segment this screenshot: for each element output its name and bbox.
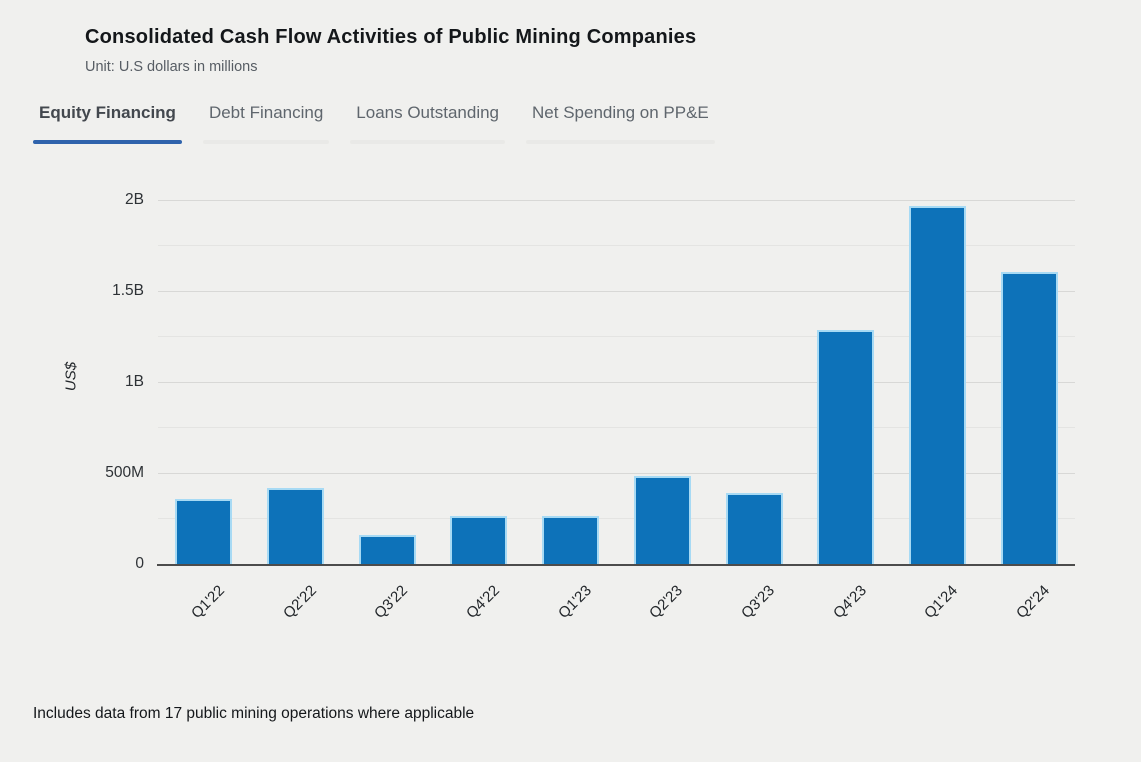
tab-debt-financing[interactable]: Debt Financing (202, 102, 330, 144)
bar-q4-23[interactable] (817, 330, 874, 564)
inactive-tab-underline (350, 140, 506, 144)
y-tick-label: 2B (125, 191, 144, 208)
bar-q2-24[interactable] (1001, 272, 1058, 564)
x-tick-label: Q4'23 (830, 582, 871, 622)
chart-title: Consolidated Cash Flow Activities of Pub… (85, 26, 697, 48)
bar-q1-23[interactable] (542, 516, 599, 564)
tab-loans-outstanding[interactable]: Loans Outstanding (350, 102, 506, 144)
x-tick-label: Q1'22 (188, 582, 229, 622)
inactive-tab-underline (526, 140, 715, 144)
tab-label: Loans Outstanding (356, 103, 500, 122)
bar-q3-23[interactable] (726, 493, 783, 564)
minor-gridline (158, 245, 1075, 246)
footnote: Includes data from 17 public mining oper… (33, 705, 475, 722)
tab-label: Equity Financing (39, 103, 176, 122)
bar-q2-22[interactable] (267, 488, 324, 564)
y-tick-label: 1B (125, 373, 144, 390)
x-tick-label: Q1'24 (921, 582, 962, 622)
bar-q1-24[interactable] (909, 206, 966, 564)
tab-label: Debt Financing (208, 103, 324, 122)
major-gridline (158, 473, 1075, 474)
x-tick-label: Q2'22 (280, 582, 321, 622)
bar-q1-22[interactable] (175, 499, 232, 564)
x-axis-line (157, 564, 1075, 566)
bar-q3-22[interactable] (359, 535, 416, 564)
tab-equity-financing[interactable]: Equity Financing (33, 102, 182, 144)
tab-label: Net Spending on PP&E (532, 103, 709, 122)
x-tick-label: Q3'22 (371, 582, 412, 622)
tab-bar: Equity Financing Debt Financing Loans Outs… (33, 102, 715, 144)
x-tick-label: Q2'23 (646, 582, 687, 622)
bar-q2-23[interactable] (634, 476, 691, 564)
y-tick-label: 1.5B (112, 282, 144, 299)
bar-q4-22[interactable] (450, 516, 507, 564)
major-gridline (158, 291, 1075, 292)
minor-gridline (158, 336, 1075, 337)
minor-gridline (158, 518, 1075, 519)
y-tick-label: 0 (135, 555, 144, 572)
x-tick-label: Q2'24 (1013, 582, 1054, 622)
major-gridline (158, 200, 1075, 201)
y-tick-label: 500M (105, 464, 144, 481)
x-tick-label: Q4'22 (463, 582, 504, 622)
tab-net-spending-on-pp-e[interactable]: Net Spending on PP&E (526, 102, 715, 144)
inactive-tab-underline (202, 140, 330, 144)
major-gridline (158, 382, 1075, 383)
y-axis-title: US$ (62, 361, 80, 392)
x-tick-label: Q1'23 (555, 582, 596, 622)
minor-gridline (158, 427, 1075, 428)
x-tick-label: Q3'23 (738, 582, 779, 622)
chart-unit-subtitle: Unit: U.S dollars in millions (85, 59, 258, 75)
active-tab-underline (33, 140, 182, 144)
